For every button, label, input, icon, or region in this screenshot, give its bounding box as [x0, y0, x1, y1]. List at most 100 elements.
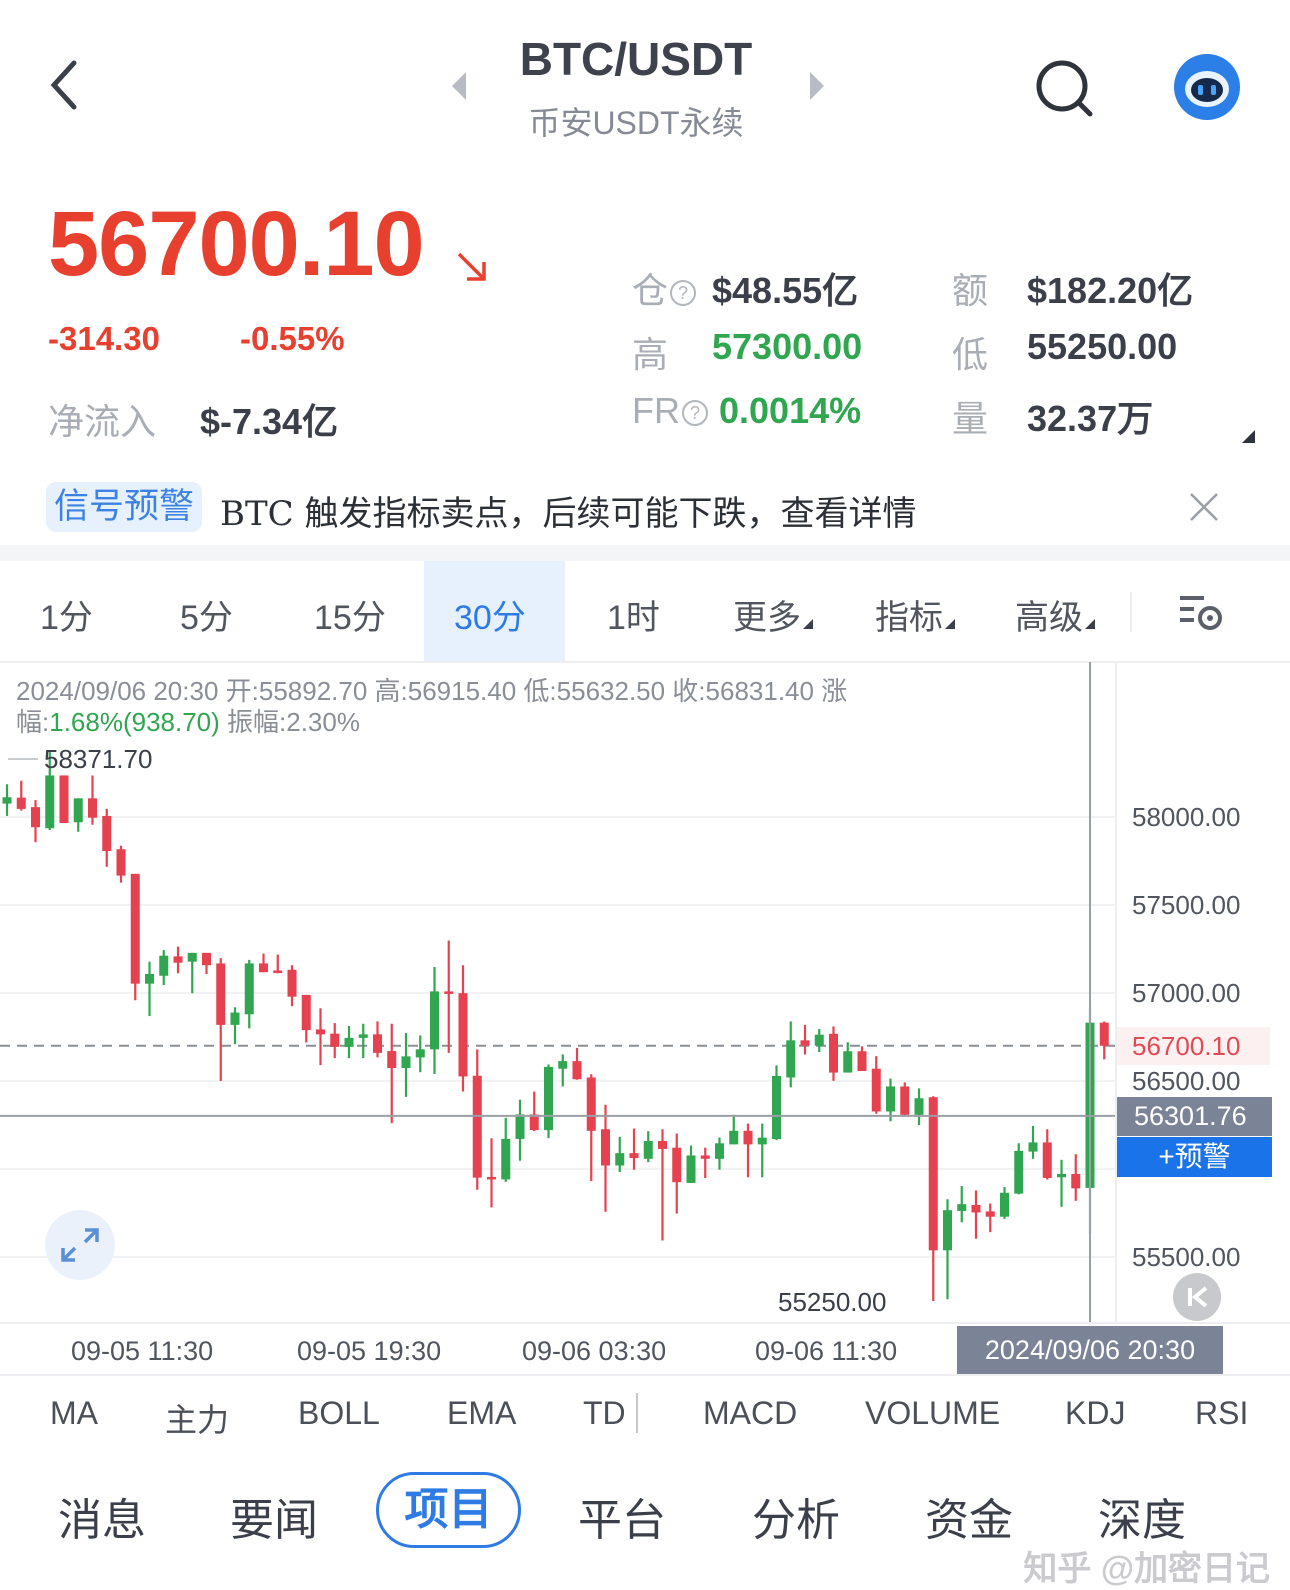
close-banner-button[interactable]: [1188, 491, 1220, 528]
high-value: 57300.00: [712, 326, 863, 367]
fr-label: FR: [632, 390, 680, 431]
tab-funds[interactable]: 资金: [925, 1496, 1013, 1545]
indicator-boll[interactable]: BOLL: [298, 1395, 380, 1431]
candlestick-chart[interactable]: [0, 0, 1290, 1380]
indicator-volume[interactable]: VOLUME: [865, 1395, 1001, 1431]
low-value: 55250.00: [1027, 326, 1178, 367]
candle-body: [971, 1204, 981, 1213]
indicator-ma[interactable]: MA: [50, 1395, 98, 1431]
tab-indicators-label: 指标: [875, 599, 943, 637]
candle-body: [401, 1056, 411, 1068]
search-button[interactable]: [1034, 58, 1096, 125]
candle-body: [344, 1037, 354, 1047]
caret-right-icon: [810, 72, 824, 100]
netflow-value: $-7.34亿: [200, 401, 339, 442]
candle-body: [1000, 1192, 1009, 1217]
tab-depth[interactable]: 深度: [1098, 1496, 1186, 1545]
tab-1h[interactable]: 1时: [607, 599, 660, 637]
candle-body: [216, 963, 226, 1025]
candle-body: [259, 963, 268, 973]
candle-change-value: 1.68%(938.70): [49, 707, 220, 737]
open-interest-stat[interactable]: 仓?: [632, 262, 697, 314]
tab-30m[interactable]: 30分: [454, 599, 526, 637]
next-symbol-button[interactable]: [806, 70, 828, 107]
candle-body: [586, 1077, 596, 1131]
candle-body: [957, 1204, 967, 1211]
x-tick: 09-05 11:30: [71, 1336, 214, 1366]
volume-label: 量: [952, 398, 989, 439]
help-icon[interactable]: ?: [670, 280, 697, 306]
candle-body: [145, 973, 154, 984]
tab-advanced[interactable]: 高级: [1015, 590, 1095, 639]
candle-body: [31, 807, 40, 828]
funding-rate-stat[interactable]: FR?: [632, 390, 708, 432]
candle-body: [273, 970, 283, 973]
help-icon[interactable]: ?: [682, 400, 708, 426]
tab-more-label: 更多: [733, 599, 801, 637]
indicator-td[interactable]: TD: [583, 1395, 626, 1431]
candle-body: [672, 1147, 682, 1183]
candle-body: [686, 1155, 696, 1183]
expand-stats-icon[interactable]: [1242, 430, 1255, 443]
expand-icon: [61, 1228, 99, 1262]
candle-body: [572, 1061, 582, 1080]
candle-body: [786, 1040, 796, 1078]
indicator-main-force[interactable]: 主力: [165, 1402, 230, 1438]
candle-body: [173, 956, 183, 963]
change-label: 幅:: [16, 707, 50, 737]
assistant-avatar[interactable]: [1173, 53, 1241, 126]
candle-body: [615, 1153, 625, 1166]
prev-symbol-button[interactable]: [448, 70, 470, 107]
candle-body: [45, 775, 55, 829]
indicator-rsi[interactable]: RSI: [1195, 1395, 1249, 1431]
tab-analysis[interactable]: 分析: [752, 1496, 840, 1545]
candle-body: [1057, 1173, 1066, 1178]
dropdown-corner-icon: [803, 619, 813, 629]
dropdown-corner-icon: [945, 619, 955, 629]
candle-body: [444, 991, 454, 994]
candle-body: [301, 994, 311, 1031]
symbol-title[interactable]: BTC/USDT: [519, 33, 753, 85]
candle-body: [757, 1137, 767, 1145]
candle-ohlc-text: 2024/09/06 20:30 开:55892.70 高:56915.40 低…: [16, 676, 848, 706]
candle-body: [102, 815, 112, 851]
signal-badge[interactable]: 信号预警: [46, 482, 203, 532]
candle-body: [230, 1012, 240, 1025]
tab-15m[interactable]: 15分: [314, 599, 386, 637]
candle-body: [871, 1068, 881, 1112]
candle-body: [1042, 1142, 1052, 1178]
candle-body: [985, 1211, 995, 1217]
section-divider: [0, 545, 1290, 561]
amount-label: 额: [952, 270, 989, 311]
price-change: -314.30: [48, 320, 160, 357]
fullscreen-button[interactable]: [45, 1210, 115, 1280]
candle-body: [857, 1051, 867, 1071]
amplitude-text: 振幅:2.30%: [219, 707, 360, 737]
candle-body: [843, 1051, 853, 1073]
candle-body: [743, 1130, 753, 1145]
indicator-macd[interactable]: MACD: [703, 1395, 798, 1431]
tab-5m[interactable]: 5分: [180, 599, 233, 637]
y-tick: 58000.00: [1132, 802, 1241, 832]
tab-1m[interactable]: 1分: [40, 599, 93, 637]
tab-messages[interactable]: 消息: [58, 1496, 146, 1545]
signal-message[interactable]: BTC 触发指标卖点，后续可能下跌，查看详情: [220, 494, 917, 534]
add-alert-button[interactable]: +预警: [1117, 1137, 1272, 1177]
candle-body: [700, 1155, 710, 1159]
chart-settings-button[interactable]: [1180, 594, 1226, 639]
candle-body: [2, 797, 12, 804]
scroll-to-latest-button[interactable]: [1173, 1273, 1221, 1321]
candle-body: [202, 952, 211, 966]
tab-more[interactable]: 更多: [733, 590, 813, 639]
indicator-ema[interactable]: EMA: [447, 1395, 517, 1431]
low-label: 低: [952, 334, 989, 375]
x-tick: 09-05 19:30: [297, 1336, 442, 1366]
tab-project[interactable]: 项目: [376, 1472, 521, 1548]
tab-news[interactable]: 要闻: [230, 1496, 318, 1545]
back-button[interactable]: [40, 55, 90, 115]
skip-back-icon: [1188, 1286, 1208, 1308]
tab-platform[interactable]: 平台: [578, 1496, 666, 1545]
candle-body: [729, 1130, 739, 1145]
indicator-kdj[interactable]: KDJ: [1065, 1395, 1126, 1431]
tab-indicators[interactable]: 指标: [875, 590, 955, 639]
